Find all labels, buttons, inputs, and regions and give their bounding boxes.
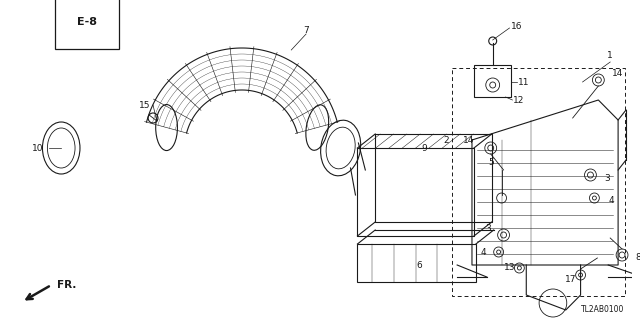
Text: 4: 4 xyxy=(608,196,614,204)
Text: FR.: FR. xyxy=(57,280,77,290)
Text: 1: 1 xyxy=(607,51,613,60)
Bar xyxy=(474,65,511,97)
Bar xyxy=(452,68,625,296)
Text: 11: 11 xyxy=(518,77,530,86)
Text: 6: 6 xyxy=(417,260,422,269)
Text: 5: 5 xyxy=(488,157,493,166)
Text: 3: 3 xyxy=(604,173,610,182)
Text: 17: 17 xyxy=(565,276,577,284)
Text: 4: 4 xyxy=(480,247,486,257)
Text: 14: 14 xyxy=(463,135,474,145)
Text: 8: 8 xyxy=(635,253,640,262)
Text: 16: 16 xyxy=(511,21,522,30)
Text: 2: 2 xyxy=(444,135,449,145)
Text: 3: 3 xyxy=(485,223,491,233)
Text: 14: 14 xyxy=(612,68,623,77)
Text: 9: 9 xyxy=(422,143,428,153)
Text: 10: 10 xyxy=(32,143,44,153)
Text: 12: 12 xyxy=(513,95,525,105)
Text: E-8: E-8 xyxy=(77,17,97,27)
Text: 15: 15 xyxy=(139,100,150,109)
Text: 7: 7 xyxy=(303,26,309,35)
Text: 13: 13 xyxy=(504,263,515,273)
Text: TL2AB0100: TL2AB0100 xyxy=(580,305,624,314)
